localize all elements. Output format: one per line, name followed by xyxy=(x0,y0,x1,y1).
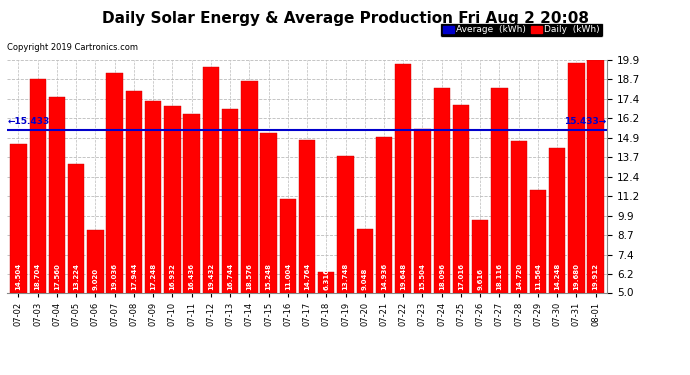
Text: 17.944: 17.944 xyxy=(131,263,137,290)
Bar xyxy=(10,144,27,292)
Text: 18.116: 18.116 xyxy=(496,263,502,290)
Bar xyxy=(414,129,431,292)
Bar xyxy=(530,190,546,292)
Bar xyxy=(491,88,508,292)
Text: 15.248: 15.248 xyxy=(266,263,272,290)
Text: Copyright 2019 Cartronics.com: Copyright 2019 Cartronics.com xyxy=(7,43,138,52)
Text: 9.616: 9.616 xyxy=(477,268,483,290)
Bar xyxy=(87,230,104,292)
Bar xyxy=(260,133,277,292)
Text: 19.432: 19.432 xyxy=(208,263,214,290)
Bar xyxy=(241,81,257,292)
Bar xyxy=(569,63,584,292)
Text: 16.436: 16.436 xyxy=(188,263,195,290)
Text: 18.096: 18.096 xyxy=(439,263,445,290)
Text: ←15.433: ←15.433 xyxy=(8,117,50,126)
Bar xyxy=(337,156,354,292)
Bar xyxy=(511,141,527,292)
Bar xyxy=(203,67,219,292)
Text: 14.248: 14.248 xyxy=(554,263,560,290)
Bar xyxy=(395,64,411,292)
Text: 19.912: 19.912 xyxy=(593,263,599,290)
Text: 15.433→: 15.433→ xyxy=(564,117,607,126)
Bar xyxy=(433,88,450,292)
Bar xyxy=(587,60,604,292)
Text: 14.936: 14.936 xyxy=(381,263,387,290)
Text: 16.744: 16.744 xyxy=(227,263,233,290)
Text: 18.704: 18.704 xyxy=(34,263,41,290)
Text: 19.648: 19.648 xyxy=(400,263,406,290)
Bar xyxy=(318,272,335,292)
Text: 17.016: 17.016 xyxy=(458,263,464,290)
Text: 18.576: 18.576 xyxy=(246,263,253,290)
Bar xyxy=(376,138,392,292)
Text: 11.564: 11.564 xyxy=(535,263,541,290)
Bar xyxy=(472,220,489,292)
Text: 15.504: 15.504 xyxy=(420,263,426,290)
Text: 17.248: 17.248 xyxy=(150,263,156,290)
Text: 19.036: 19.036 xyxy=(112,263,118,290)
Text: 16.932: 16.932 xyxy=(169,263,175,290)
Bar xyxy=(453,105,469,292)
Bar xyxy=(279,199,296,292)
Bar xyxy=(126,90,142,292)
Legend: Average  (kWh), Daily  (kWh): Average (kWh), Daily (kWh) xyxy=(440,22,602,37)
Bar xyxy=(145,101,161,292)
Text: 17.560: 17.560 xyxy=(54,263,60,290)
Bar xyxy=(49,96,65,292)
Bar xyxy=(357,230,373,292)
Bar xyxy=(549,148,565,292)
Bar xyxy=(299,140,315,292)
Text: 14.764: 14.764 xyxy=(304,263,310,290)
Text: 9.020: 9.020 xyxy=(92,268,99,290)
Text: 9.048: 9.048 xyxy=(362,268,368,290)
Text: 14.720: 14.720 xyxy=(515,263,522,290)
Bar xyxy=(30,79,46,292)
Text: 19.680: 19.680 xyxy=(573,263,580,290)
Bar xyxy=(106,74,123,292)
Bar xyxy=(164,106,181,292)
Bar xyxy=(222,109,238,292)
Text: 11.004: 11.004 xyxy=(285,263,290,290)
Text: 14.504: 14.504 xyxy=(15,263,21,290)
Text: 6.316: 6.316 xyxy=(324,268,329,290)
Text: 13.748: 13.748 xyxy=(342,263,348,290)
Text: 13.224: 13.224 xyxy=(73,263,79,290)
Bar xyxy=(68,164,84,292)
Text: Daily Solar Energy & Average Production Fri Aug 2 20:08: Daily Solar Energy & Average Production … xyxy=(101,11,589,26)
Bar xyxy=(184,114,200,292)
